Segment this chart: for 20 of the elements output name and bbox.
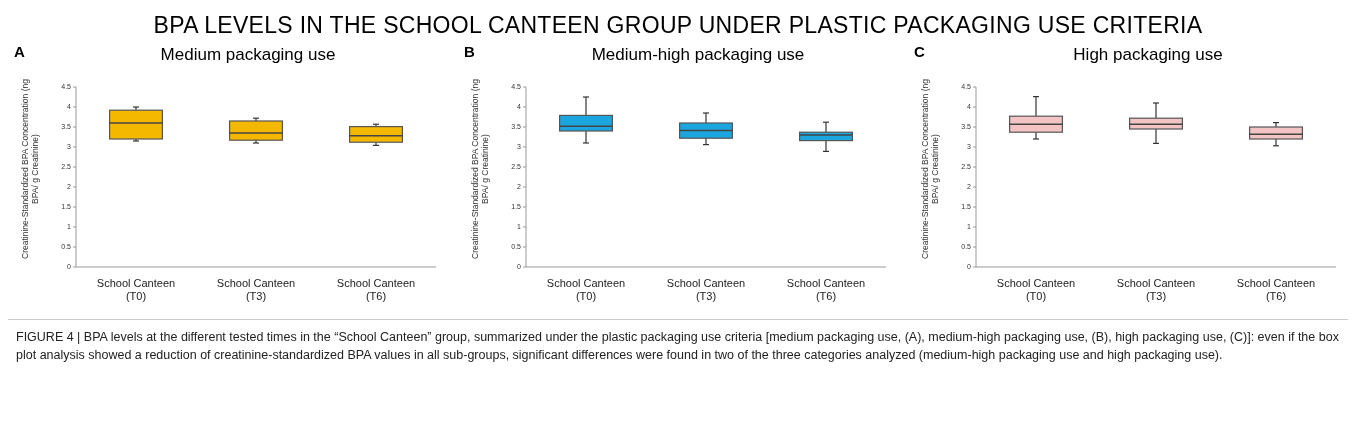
chart-title: High packaging use — [1072, 45, 1224, 65]
y-axis-title: Creatinine-Standardized BPA Concentration (ng BPA/ g Creatinine) — [470, 78, 490, 261]
x-tick-label: School Canteen (T6) — [786, 277, 866, 302]
y-axis-title: Creatinine-Standardized BPA Concentration (ng BPA/ g Creatinine) — [920, 78, 940, 261]
x-tick-label: School Canteen (T3) — [1116, 277, 1196, 302]
text: A — [14, 43, 25, 60]
x-tick-label: School Canteen (T6) — [1236, 277, 1316, 302]
text: B — [464, 43, 475, 60]
text: C — [914, 43, 925, 60]
x-tick-label: School Canteen (T0) — [96, 277, 176, 302]
x-tick-label: School Canteen (T3) — [666, 277, 746, 302]
caption: FIGURE 4 | BPA levels at the different tested times in the “School Canteen” group, summarized under the plastic packaging use criteria [medium packaging use, (A), medium-high packaging use, (B), high packaging use, (C)]: even if the box plot analysis showed a reduction of creatinine-standardized BPA values in all sub-groups, significant differences were found in two of the three categories analyzed (medium-high packaging use and high packaging use). — [8, 319, 1348, 372]
x-tick-label: School Canteen (T6) — [336, 277, 416, 302]
x-tick-label: School Canteen (T3) — [216, 277, 296, 302]
x-tick-label: School Canteen (T0) — [996, 277, 1076, 302]
text: BPA LEVELS IN THE SCHOOL CANTEEN GROUP UNDER PLASTIC PACKAGING USE CRITERIA — [152, 11, 1204, 40]
chart-title: Medium-high packaging use — [590, 45, 806, 65]
x-tick-label: School Canteen (T0) — [546, 277, 626, 302]
chart-title: Medium packaging use — [159, 45, 337, 65]
y-axis-title: Creatinine-Standardized BPA Concentration (ng BPA/ g Creatinine) — [20, 78, 40, 261]
